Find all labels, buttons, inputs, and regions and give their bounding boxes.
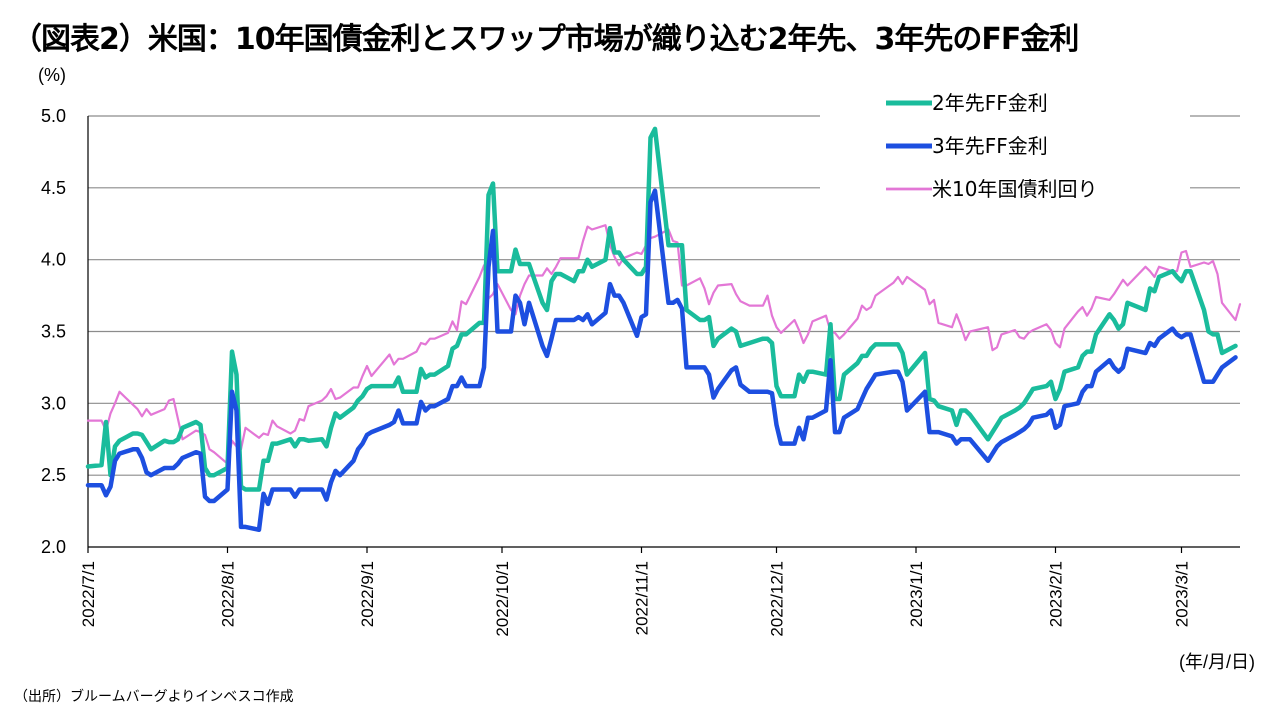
x-tick-label: 2022/10/1 bbox=[493, 561, 512, 637]
y-axis: 5.0 4.5 4.0 3.5 3.0 2.5 2.0 bbox=[41, 106, 89, 557]
x-tick-label: 2022/12/1 bbox=[768, 561, 787, 637]
y-tick-label: 3.5 bbox=[41, 322, 66, 342]
x-tick-label: 2022/7/1 bbox=[79, 561, 98, 627]
x-tick-label: 2023/2/1 bbox=[1047, 561, 1066, 627]
x-axis: 2022/7/1 2022/8/1 2022/9/1 2022/10/1 2022/11… bbox=[79, 546, 1240, 637]
chart-series bbox=[85, 126, 1242, 533]
legend-background bbox=[820, 84, 1190, 212]
y-tick-label: 4.5 bbox=[41, 178, 66, 198]
y-tick-label: 3.0 bbox=[41, 393, 66, 413]
x-tick-label: 2022/8/1 bbox=[219, 561, 238, 627]
page-title: （図表2）米国：10年国債金利とスワップ市場が織り込む2年先、3年先のFF金利 bbox=[12, 22, 1079, 57]
y-tick-label: 5.0 bbox=[41, 106, 66, 126]
series-line-2 bbox=[85, 188, 1238, 533]
x-tick-label: 2023/3/1 bbox=[1173, 561, 1192, 627]
x-tick-label: 2023/1/1 bbox=[907, 561, 926, 627]
y-tick-label: 2.5 bbox=[41, 465, 66, 485]
y-axis-unit: (%) bbox=[38, 65, 66, 85]
y-tick-label: 2.0 bbox=[41, 537, 66, 557]
source-note: （出所）ブルームバーグよりインベスコ作成 bbox=[14, 689, 294, 705]
legend-label: 2年先FF金利 bbox=[932, 91, 1048, 115]
legend-label: 米10年国債利回り bbox=[932, 177, 1097, 201]
x-tick-label: 2022/9/1 bbox=[358, 561, 377, 627]
x-tick-label: 2022/11/1 bbox=[633, 561, 652, 635]
legend-label: 3年先FF金利 bbox=[932, 134, 1048, 158]
y-tick-label: 4.0 bbox=[41, 250, 66, 270]
x-axis-unit: (年/月/日) bbox=[1179, 652, 1255, 672]
